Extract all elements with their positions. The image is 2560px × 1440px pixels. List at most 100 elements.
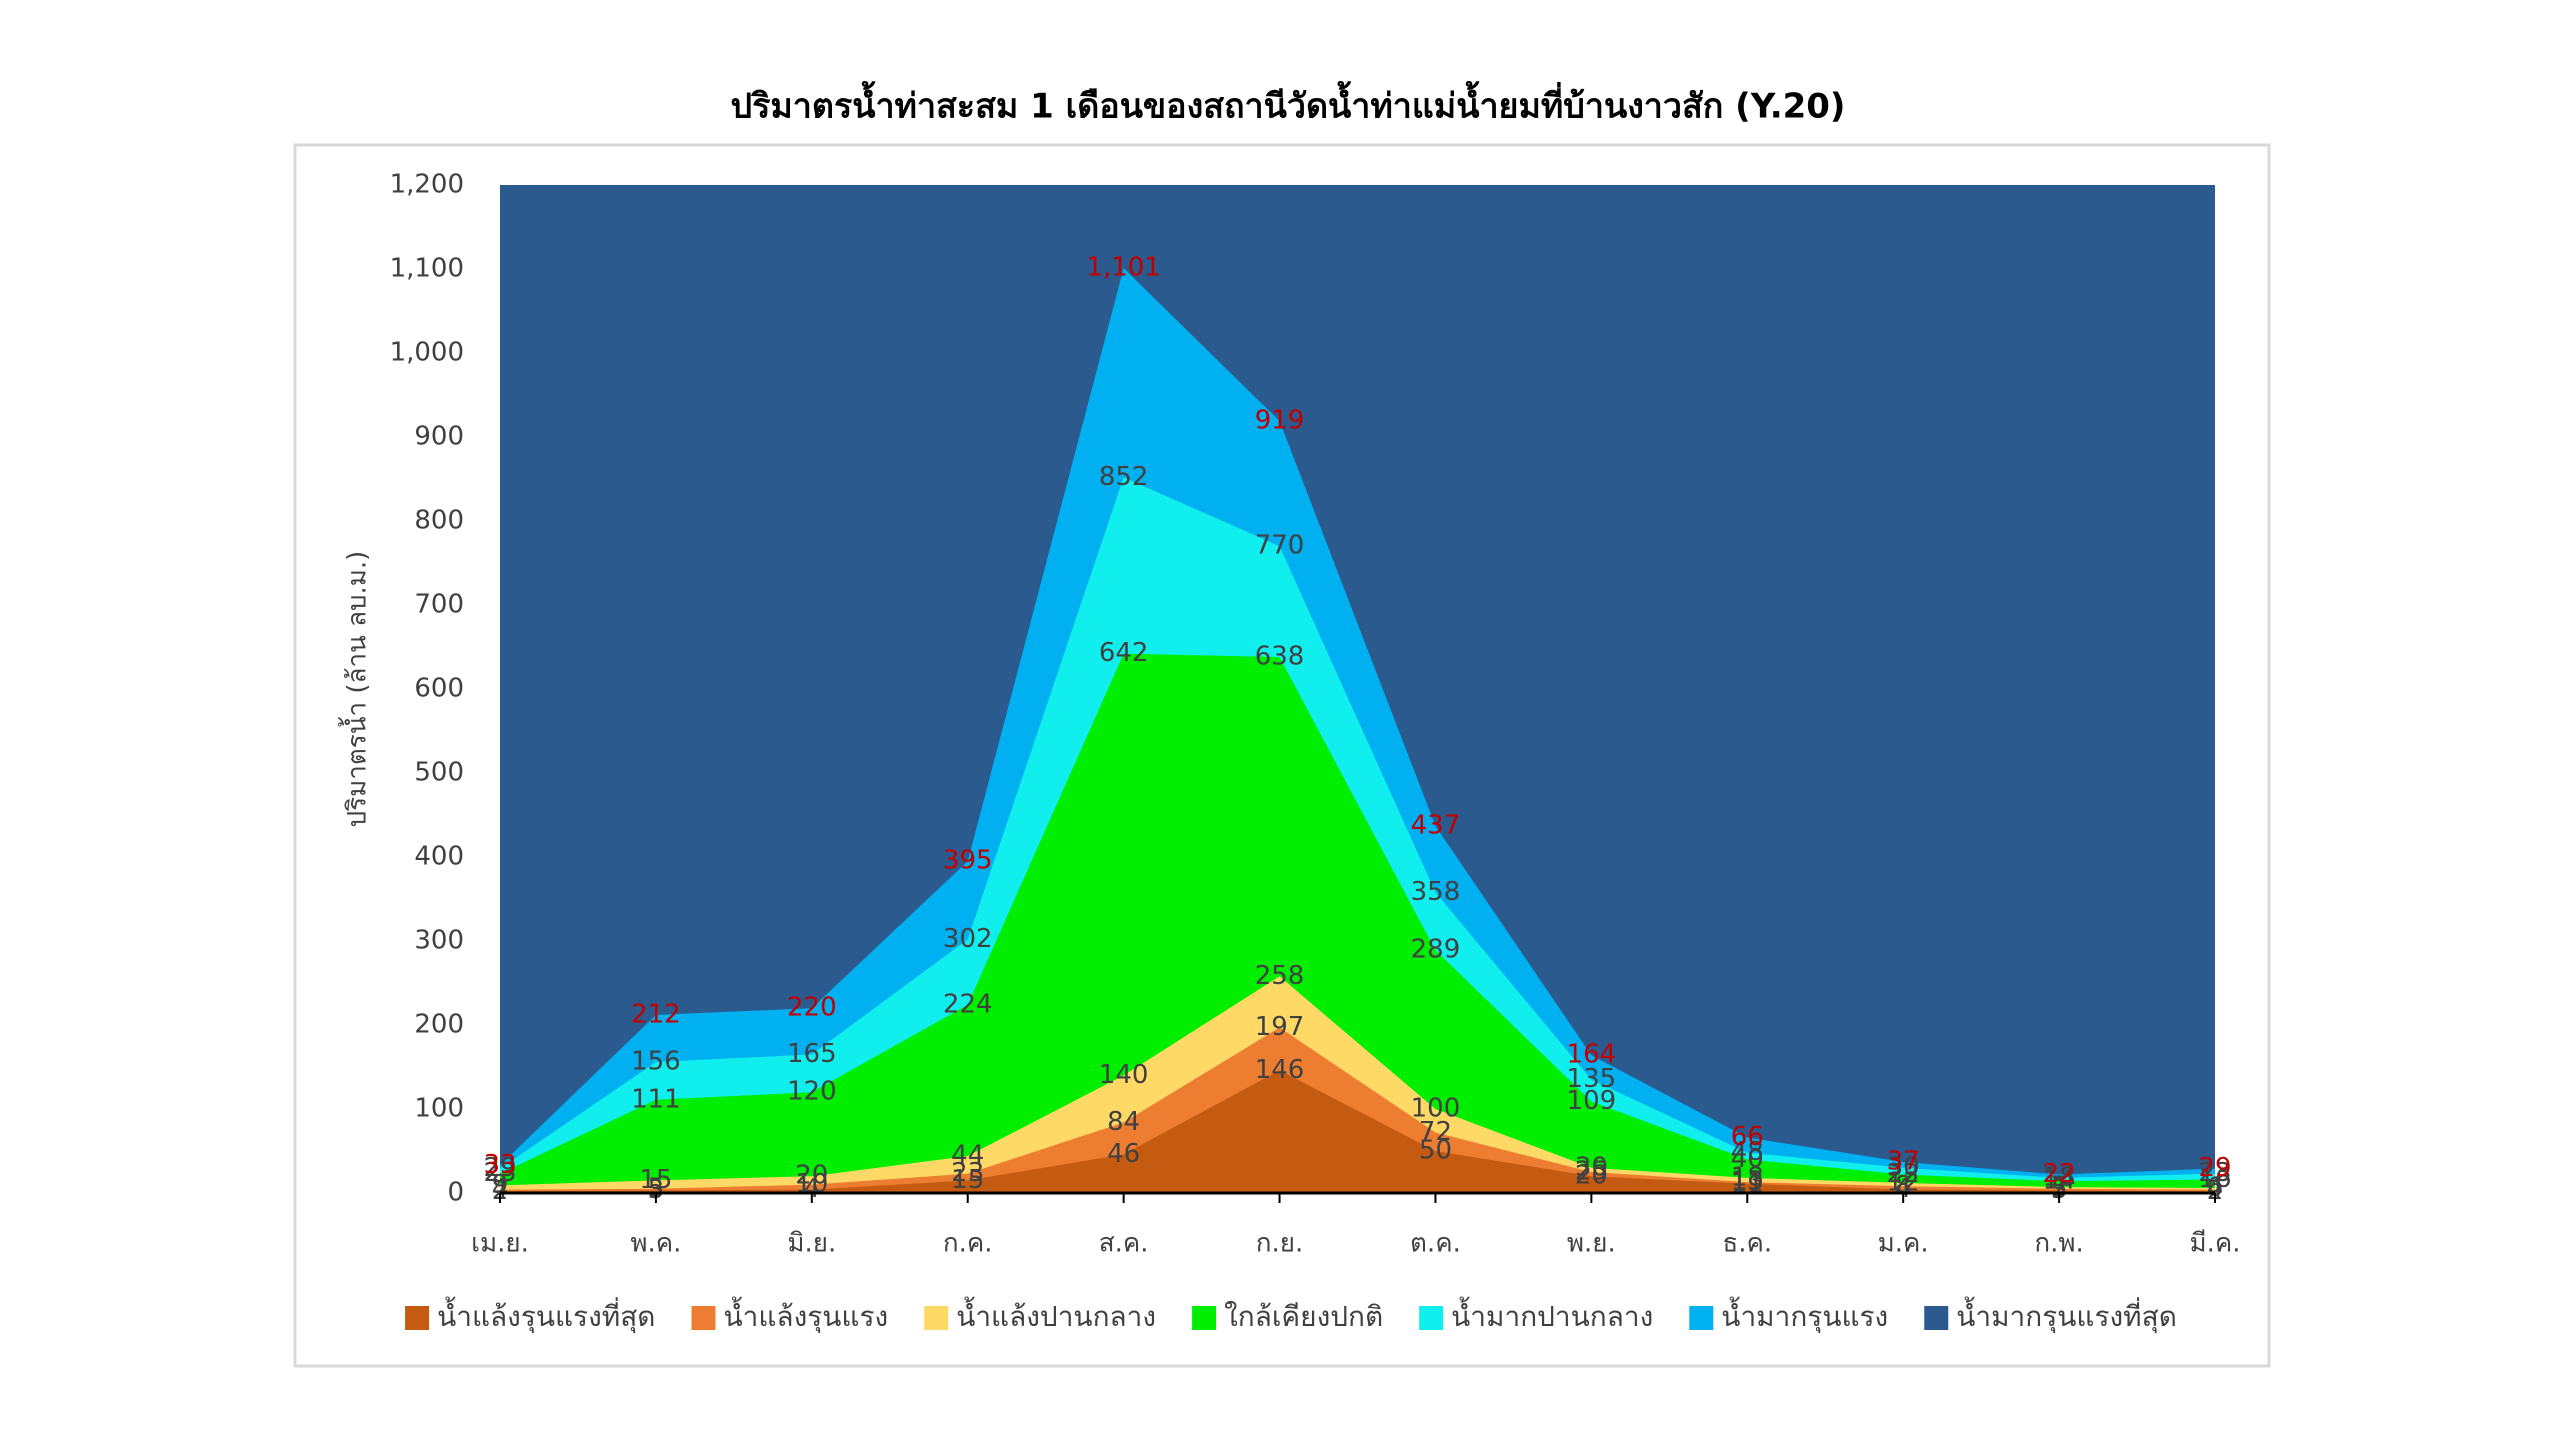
data-label: 156 <box>631 1046 681 1076</box>
data-label: 2 <box>492 1176 509 1206</box>
data-label: 16 <box>2198 1164 2231 1194</box>
x-tick-label: เม.ย. <box>471 1229 529 1259</box>
data-label: 120 <box>787 1077 837 1107</box>
data-label: 6 <box>2207 1172 2224 1202</box>
legend-swatch <box>1689 1306 1714 1330</box>
data-label: 146 <box>1255 1055 1305 1085</box>
x-tick-label: ธ.ค. <box>1722 1229 1772 1259</box>
data-label: 165 <box>787 1039 837 1069</box>
data-label: 3 <box>2051 1175 2068 1205</box>
y-tick-label: 0 <box>447 1178 464 1208</box>
data-label: 30 <box>1575 1152 1608 1182</box>
legend-label: น้ำมากรุนแรงที่สุด <box>1956 1296 2177 1334</box>
legend-swatch <box>405 1306 430 1330</box>
data-label: 14 <box>2043 1166 2076 1196</box>
legend-swatch <box>1924 1306 1949 1330</box>
x-tick-label: ก.ย. <box>1256 1229 1304 1259</box>
data-label: 5 <box>648 1173 665 1203</box>
series-area <box>500 1027 2215 1193</box>
data-label: 135 <box>1567 1064 1617 1094</box>
y-tick-label: 600 <box>414 674 464 704</box>
data-label: 258 <box>1255 961 1305 991</box>
data-label: 140 <box>1099 1060 1149 1090</box>
y-tick-label: 1,100 <box>390 254 464 284</box>
data-label: 638 <box>1255 642 1305 672</box>
y-tick-label: 200 <box>414 1010 464 1040</box>
data-label: 23 <box>483 1158 516 1188</box>
data-label: 15 <box>951 1165 984 1195</box>
data-label: 852 <box>1099 462 1149 492</box>
legend-label: น้ำมากปานกลาง <box>1451 1296 1653 1333</box>
data-label: 72 <box>1419 1117 1452 1147</box>
y-axis-title: ปริมาตรน้ำ (ล้าน ลบ.ม.) <box>338 551 373 828</box>
data-label: 30 <box>1887 1152 1920 1182</box>
y-tick-label: 900 <box>414 422 464 452</box>
data-label: 29 <box>2198 1153 2231 1183</box>
data-label: 4 <box>492 1174 509 1204</box>
y-tick-label: 400 <box>414 842 464 872</box>
series-area <box>500 1070 2215 1193</box>
data-label: 358 <box>1411 877 1461 907</box>
data-label: 20 <box>795 1161 828 1191</box>
x-tick-label: ต.ค. <box>1410 1229 1461 1259</box>
data-label: 3 <box>648 1175 665 1205</box>
legend-swatch <box>1192 1306 1217 1330</box>
data-label: 18 <box>1731 1162 1764 1192</box>
y-tick-label: 300 <box>414 926 464 956</box>
y-tick-label: 800 <box>414 506 464 536</box>
data-label: 25 <box>1575 1157 1608 1187</box>
x-tick-label: ก.ค. <box>943 1229 993 1259</box>
data-label: 4 <box>2207 1174 2224 1204</box>
legend-label: น้ำแล้งรุนแรง <box>724 1296 889 1334</box>
x-tick-label: ก.พ. <box>2034 1229 2083 1259</box>
data-label: 22 <box>1887 1159 1920 1189</box>
legend-swatch <box>924 1306 949 1330</box>
data-label: 5 <box>2051 1173 2068 1203</box>
data-label: 46 <box>1107 1139 1140 1169</box>
data-label: 18 <box>2043 1162 2076 1192</box>
data-label: 642 <box>1099 638 1149 668</box>
legend-label: น้ำแล้งรุนแรงที่สุด <box>437 1296 655 1334</box>
data-label: 4 <box>1895 1174 1912 1204</box>
data-label: 395 <box>943 846 993 876</box>
x-tick-label: ส.ค. <box>1099 1229 1149 1259</box>
data-label: 33 <box>483 1150 516 1180</box>
y-tick-label: 1,000 <box>390 338 464 368</box>
x-tick-label: ม.ค. <box>1878 1229 1929 1259</box>
y-tick-label: 700 <box>414 590 464 620</box>
data-label: 23 <box>2198 1158 2231 1188</box>
data-label: 22 <box>2043 1159 2076 1189</box>
legend-label: น้ำแล้งปานกลาง <box>956 1296 1156 1333</box>
data-label: 66 <box>1731 1122 1764 1152</box>
data-label: 437 <box>1411 810 1461 840</box>
data-label: 48 <box>1731 1137 1764 1167</box>
data-label: 29 <box>483 1153 516 1183</box>
data-label: 224 <box>943 989 993 1019</box>
data-label: 289 <box>1411 935 1461 965</box>
data-label: 197 <box>1255 1012 1305 1042</box>
y-tick-label: 1,200 <box>390 170 464 200</box>
data-label: 164 <box>1567 1040 1617 1070</box>
data-label: 37 <box>1887 1146 1920 1176</box>
data-label: 100 <box>1411 1094 1461 1124</box>
data-label: 44 <box>951 1141 984 1171</box>
legend-swatch <box>691 1306 716 1330</box>
chart-title: ปริมาตรน้ำท่าสะสม 1 เดือนของสถานีวัดน้ำท… <box>731 81 1846 127</box>
data-label: 302 <box>943 924 993 954</box>
x-tick-label: มิ.ย. <box>787 1229 836 1259</box>
y-tick-label: 500 <box>414 758 464 788</box>
data-label: 1,101 <box>1086 253 1160 283</box>
data-label: 20 <box>1575 1161 1608 1191</box>
data-label: 212 <box>631 999 681 1029</box>
data-label: 50 <box>1419 1136 1452 1166</box>
legend-label: น้ำมากรุนแรง <box>1721 1296 1888 1334</box>
series-area <box>500 653 2215 1193</box>
data-label: 919 <box>1255 406 1305 436</box>
legend-label: ใกล้เคียงปกติ <box>1224 1300 1383 1333</box>
legend-swatch <box>1419 1306 1444 1330</box>
data-label: 15 <box>639 1165 672 1195</box>
data-label: 2 <box>2207 1176 2224 1206</box>
data-label: 111 <box>631 1084 681 1114</box>
